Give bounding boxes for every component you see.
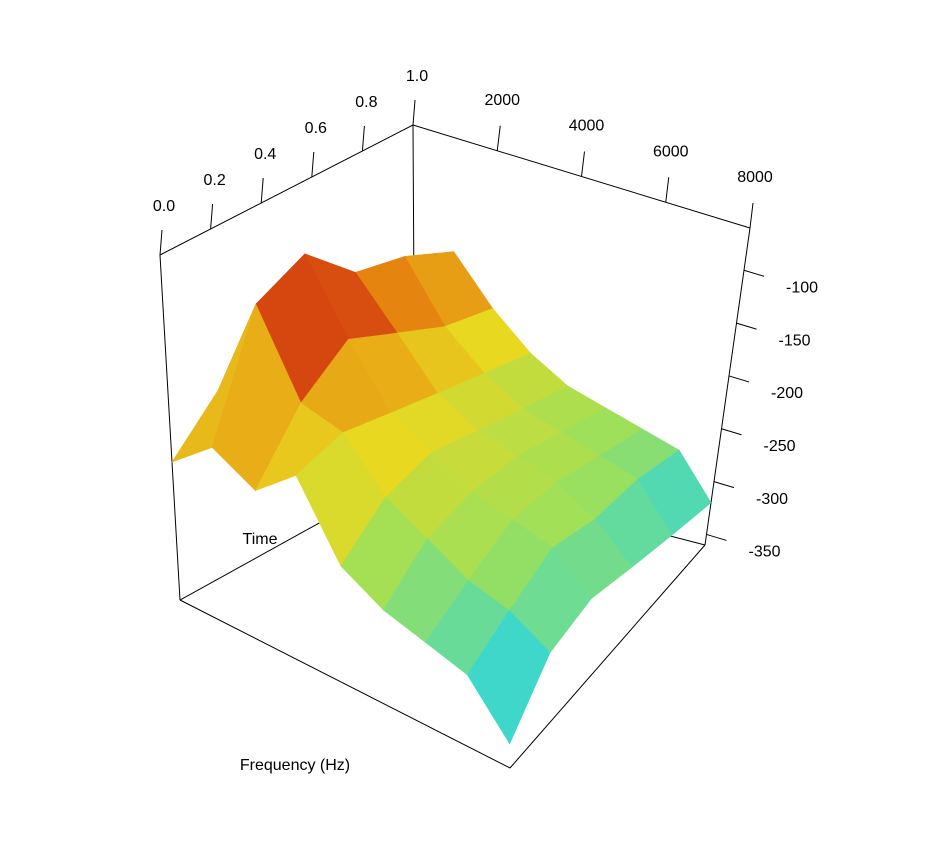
x-tick-label: 0.0 (153, 198, 175, 215)
z-tick (743, 269, 765, 277)
x-tick (260, 177, 264, 204)
y-tick (749, 202, 754, 229)
x-tick (311, 151, 315, 178)
x-tick (159, 229, 163, 256)
x-tick-label: 1.0 (406, 68, 428, 85)
box-edge (159, 254, 181, 601)
x-tick-label: 0.4 (254, 146, 276, 163)
z-tick-label: -300 (756, 491, 788, 508)
z-tick-label: -200 (771, 385, 803, 402)
z-tick-label: -150 (778, 332, 810, 349)
x-tick-label: 0.6 (305, 120, 327, 137)
y-tick-label: 2000 (484, 92, 520, 109)
x-tick-label: 0.2 (203, 172, 225, 189)
z-tick (728, 375, 750, 383)
surface-cell (467, 610, 551, 745)
z-tick (736, 322, 757, 330)
surface (171, 251, 712, 745)
x-tick (210, 203, 214, 230)
z-tick-label: -100 (786, 279, 818, 296)
z-tick-label: -350 (748, 544, 780, 561)
x-axis-label: Time (243, 531, 278, 548)
box-edge (704, 227, 751, 546)
z-tick-label: -250 (763, 438, 795, 455)
y-tick (581, 151, 585, 177)
axes: 0.0 0.2 0.4 0.6 0.8 1.0 2000 4000 6000 8000 -100 -1… (153, 68, 818, 774)
y-tick (496, 125, 501, 151)
box-edge (159, 124, 414, 256)
z-tick (706, 533, 727, 541)
box-edge (179, 599, 511, 769)
box-edge (509, 544, 706, 769)
x-tick (412, 99, 416, 126)
x-tick-label: 0.8 (355, 94, 377, 111)
x-tick (361, 125, 365, 152)
y-tick (665, 177, 670, 203)
z-tick (721, 428, 742, 436)
y-axis-label: Frequency (Hz) (240, 757, 350, 774)
y-tick-label: 8000 (737, 169, 773, 186)
y-tick-label: 4000 (569, 118, 605, 135)
z-tick (713, 481, 735, 489)
y-tick-label: 6000 (653, 143, 689, 160)
